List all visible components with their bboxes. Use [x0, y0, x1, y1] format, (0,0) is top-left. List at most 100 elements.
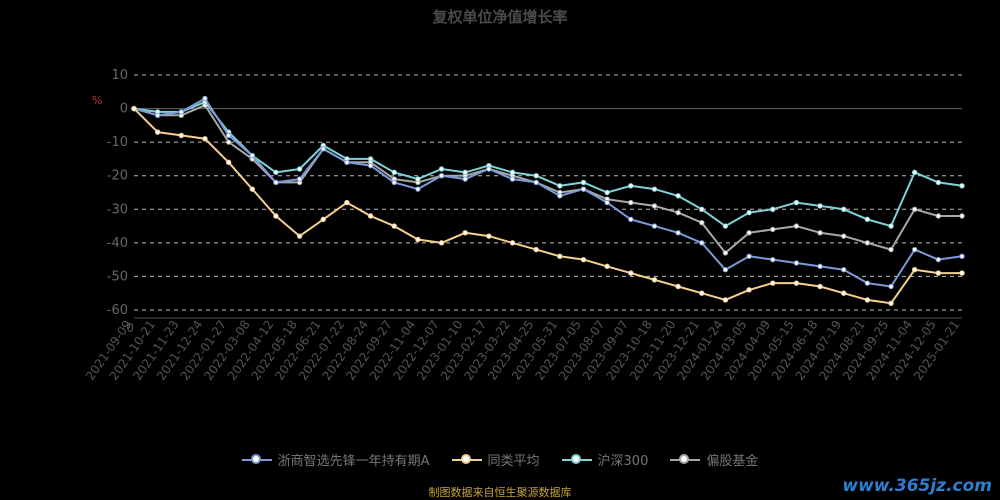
data-point [817, 263, 823, 270]
legend-item-equity-fund[interactable]: 偏股基金 [670, 450, 758, 469]
series-line [133, 104, 962, 254]
data-point [959, 253, 965, 259]
data-point [438, 240, 445, 246]
data-point [817, 230, 823, 236]
data-point [391, 223, 397, 229]
y-tick-label: 10 [111, 68, 128, 83]
data-point [225, 159, 232, 165]
data-point [296, 233, 303, 239]
data-point [154, 129, 161, 135]
data-point [296, 166, 303, 172]
data-point [509, 240, 516, 246]
legend-label: 同类平均 [487, 454, 540, 469]
y-tick-label: 0 [120, 102, 128, 117]
data-point [580, 256, 587, 263]
line-chart: 100-10-20-30-40-50-60%02021-09-092021-10… [83, 68, 965, 383]
legend-item-fund[interactable]: 浙商智选先锋一年持有期A [241, 450, 430, 469]
data-point [202, 95, 208, 102]
data-point [367, 156, 374, 162]
data-point [770, 256, 776, 263]
legend-label: 浙商智选先锋一年持有期A [277, 454, 430, 469]
legend-label: 沪深300 [597, 454, 649, 469]
data-point [864, 240, 871, 246]
data-point [651, 223, 658, 229]
data-point [651, 186, 658, 192]
watermark: www.365jz.com [842, 476, 992, 496]
data-point [320, 216, 326, 223]
data-point [249, 186, 255, 192]
data-point [793, 199, 800, 206]
data-point [888, 246, 894, 253]
data-point [438, 166, 445, 172]
data-point [249, 152, 255, 159]
data-point [604, 189, 610, 196]
data-point [959, 213, 965, 219]
data-point [533, 246, 539, 253]
data-point [509, 169, 516, 176]
data-point [320, 146, 326, 152]
data-point [675, 283, 681, 290]
data-point [675, 193, 681, 199]
data-point [604, 199, 610, 206]
data-point [462, 230, 468, 236]
data-point [675, 209, 681, 216]
data-point [888, 300, 894, 306]
data-point [841, 267, 847, 273]
data-point [746, 230, 752, 236]
data-point [533, 179, 539, 186]
data-point [699, 220, 705, 226]
y-tick-label: -60 [107, 303, 128, 318]
data-point [486, 166, 492, 172]
data-point [628, 183, 634, 189]
y-tick-label: -10 [107, 135, 128, 150]
legend-marker-icon [241, 453, 272, 467]
data-point [911, 206, 918, 212]
data-point [178, 132, 185, 139]
data-point [675, 230, 681, 236]
y-tick-label: -20 [107, 169, 128, 184]
data-point [225, 132, 232, 139]
data-point [533, 173, 539, 179]
y-tick-label: -40 [107, 236, 128, 251]
data-point [367, 213, 374, 219]
data-point [770, 280, 776, 286]
data-point [935, 213, 942, 219]
data-point [699, 206, 705, 212]
legend-label: 偏股基金 [706, 454, 759, 469]
data-point [817, 203, 823, 209]
data-point [722, 250, 729, 256]
data-point [557, 193, 563, 199]
legend-marker-icon [670, 453, 701, 467]
data-point [438, 173, 445, 179]
data-point [793, 260, 800, 266]
data-point [722, 297, 729, 303]
legend-item-peer-average[interactable]: 同类平均 [451, 450, 540, 469]
data-point [273, 169, 279, 176]
data-point [817, 283, 823, 290]
source-note: 制图数据来自恒生聚源数据库 [428, 486, 572, 499]
data-point [793, 280, 800, 286]
y-unit-label: % [92, 94, 102, 107]
y-tick-label: -30 [107, 202, 128, 217]
legend-item-csi300[interactable]: 沪深300 [561, 450, 649, 469]
legend-marker-icon [561, 453, 592, 467]
data-point [864, 280, 871, 286]
data-point [178, 109, 185, 115]
data-point [462, 176, 468, 182]
x-origin-label: 0 [126, 321, 134, 335]
data-point [557, 253, 563, 259]
data-point [746, 253, 752, 259]
data-point [699, 240, 705, 246]
data-point [628, 199, 634, 206]
data-point [651, 203, 658, 209]
data-point [628, 270, 634, 276]
series-line [133, 107, 962, 305]
data-point [888, 223, 894, 229]
data-point [864, 216, 871, 223]
data-point [841, 233, 847, 239]
data-point [462, 169, 468, 176]
data-point [273, 213, 279, 219]
data-point [415, 186, 421, 192]
data-point [604, 263, 610, 270]
data-point [770, 226, 776, 233]
